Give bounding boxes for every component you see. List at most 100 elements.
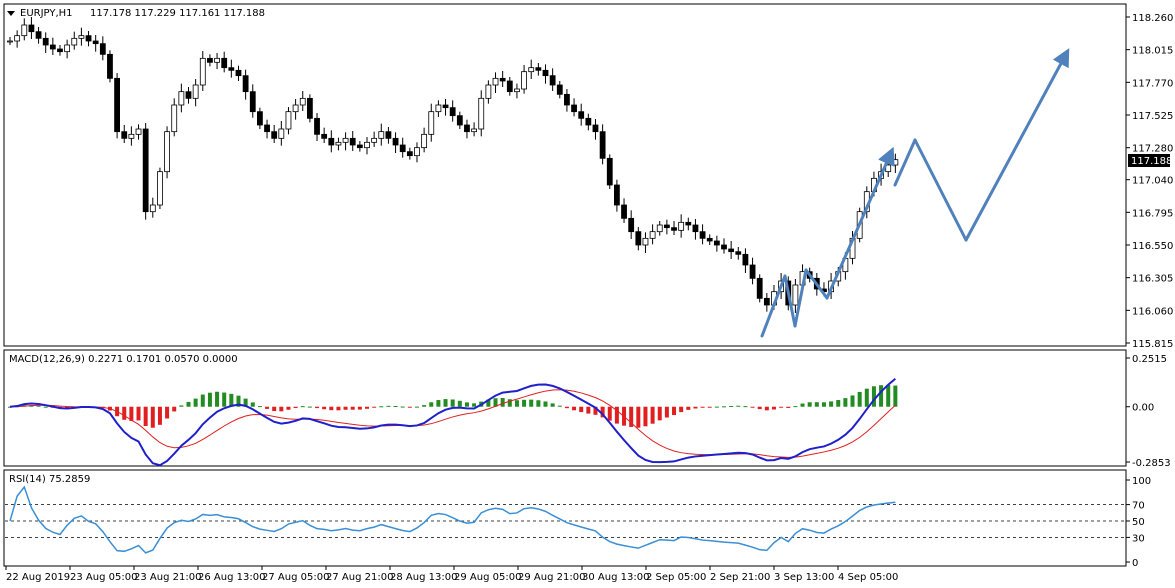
macd-histogram-bar: [329, 406, 334, 411]
macd-histogram-bar: [607, 406, 612, 421]
candle-body: [7, 40, 13, 43]
candle-body: [149, 204, 156, 213]
x-tick-label: 30 Aug 13:00: [582, 572, 649, 583]
candle-body: [364, 141, 370, 149]
candle-body: [164, 131, 170, 173]
last-price-label: 117.188: [1131, 156, 1172, 167]
y-tick-label: 0.00: [1132, 403, 1154, 414]
rsi-y-axis: 100 70 50 30 0: [1126, 476, 1151, 569]
candle-body: [535, 67, 542, 71]
candle-body: [706, 237, 713, 242]
macd-histogram-bar: [700, 406, 705, 408]
macd-histogram-bar: [850, 395, 855, 407]
candle-body: [214, 57, 220, 63]
macd-histogram-bar: [629, 406, 634, 427]
x-tick-label: 29 Aug 05:00: [454, 572, 521, 583]
macd-histogram-bar: [343, 406, 348, 410]
macd-histogram-bar: [386, 405, 391, 407]
macd-histogram-bar: [807, 402, 812, 407]
last-price-tag: 117.188: [1128, 154, 1172, 167]
macd-histogram-bar: [500, 398, 505, 407]
candle-body: [335, 141, 342, 146]
candle-body: [228, 67, 235, 71]
macd-histogram-bar: [407, 406, 412, 408]
candle-body: [35, 31, 42, 39]
candle-body: [314, 117, 320, 135]
candle-body: [449, 107, 456, 117]
macd-histogram-bar: [215, 391, 220, 407]
projection-segment: [964, 48, 1070, 242]
candle-body: [713, 240, 720, 246]
macd-histogram-bar: [122, 406, 127, 420]
macd-histogram-bar: [357, 406, 362, 410]
macd-histogram-bar: [150, 406, 155, 428]
candle-body: [421, 133, 428, 149]
macd-histogram-bar: [272, 406, 277, 412]
candle-body: [442, 104, 449, 109]
x-tick-label: 27 Aug 05:00: [262, 572, 329, 583]
candle-body: [514, 88, 520, 93]
macd-histogram-bar: [8, 406, 12, 408]
macd-histogram-bar: [143, 406, 148, 426]
macd-histogram-bar: [414, 406, 419, 408]
candle-body: [306, 97, 313, 119]
candle-body: [399, 144, 406, 153]
macd-histogram-bar: [743, 406, 748, 408]
candle-body: [14, 35, 21, 42]
macd-histogram-bar: [614, 406, 619, 424]
candle-body: [64, 44, 71, 53]
candle-body: [464, 124, 470, 133]
candle-body: [171, 104, 178, 133]
candle-body: [892, 159, 899, 166]
candle-body: [571, 104, 577, 113]
x-tick-label: 4 Sep 05:00: [838, 572, 898, 583]
candle-body: [671, 227, 677, 231]
candle-body: [628, 217, 635, 233]
candle-body: [763, 297, 770, 306]
macd-histogram-bar: [222, 392, 227, 407]
candle-body: [42, 37, 49, 46]
candle-body: [271, 131, 278, 139]
candle-body: [542, 69, 549, 77]
candle-body: [721, 244, 727, 250]
y-tick-label: 116.550: [1132, 241, 1173, 252]
candle-body: [121, 131, 128, 139]
macd-histogram-bar: [36, 405, 41, 407]
candle-body: [157, 171, 163, 206]
candle-body: [135, 128, 142, 135]
candle-body: [128, 133, 135, 139]
macd-histogram-bar: [200, 394, 205, 407]
macd-histogram-bar: [322, 406, 327, 410]
candle-body: [663, 224, 670, 229]
x-tick-label: 23 Aug 21:00: [134, 572, 201, 583]
price-panel: [3, 3, 1127, 347]
candle-body: [92, 40, 99, 45]
x-tick-label: 3 Sep 13:00: [774, 572, 834, 583]
candle-body: [371, 137, 378, 143]
macd-histogram-bar: [229, 393, 234, 407]
candle-body: [392, 137, 399, 146]
candle-body: [528, 67, 535, 73]
candle-body: [249, 91, 256, 113]
macd-histogram-bar: [193, 398, 198, 407]
macd-histogram-bar: [536, 400, 541, 407]
candle-body: [564, 93, 570, 106]
macd-histogram-bar: [422, 405, 427, 407]
candle-body: [299, 97, 306, 106]
candle-body: [506, 80, 513, 93]
candle-body: [178, 91, 185, 106]
macd-histogram-bar: [636, 406, 641, 428]
candle-body: [57, 48, 63, 53]
candle-body: [199, 57, 206, 86]
dropdown-triangle-icon[interactable]: [7, 11, 15, 16]
x-tick-label: 27 Aug 21:00: [326, 572, 393, 583]
y-tick-label: 118.260: [1132, 13, 1173, 24]
candle-body: [592, 124, 599, 133]
candle-body: [521, 71, 527, 90]
macd-histogram-bar: [315, 406, 320, 409]
y-tick-label: 0: [1132, 558, 1138, 569]
candle-body: [235, 69, 242, 77]
macd-histogram-bar: [579, 406, 584, 413]
y-tick-label: 117.525: [1132, 111, 1173, 122]
macd-histogram-bar: [814, 402, 819, 407]
